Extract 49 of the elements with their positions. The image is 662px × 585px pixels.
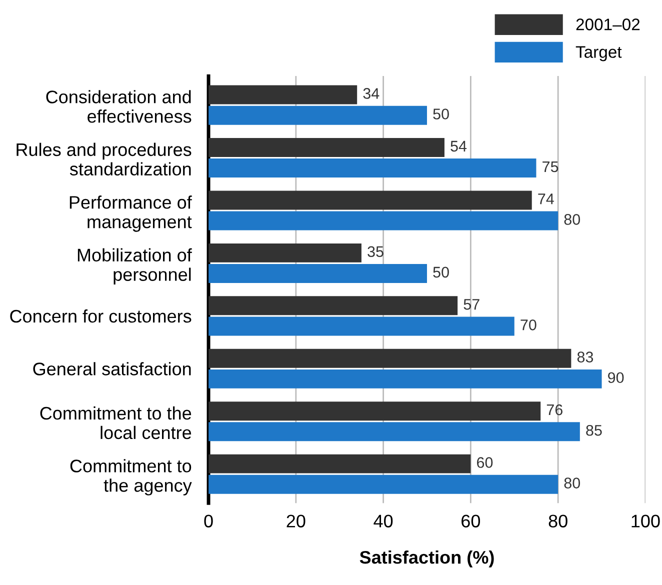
bar — [208, 369, 602, 388]
x-tick-label: 40 — [374, 514, 393, 528]
bar — [208, 422, 580, 442]
bar — [208, 316, 514, 336]
legend-label: Target — [576, 46, 622, 62]
y-tick-label: General satisfaction — [33, 362, 191, 376]
data-label: 57 — [464, 299, 480, 310]
bar — [208, 296, 458, 316]
x-tick-label: 80 — [548, 514, 568, 528]
data-label: 85 — [586, 424, 602, 436]
data-label: 70 — [520, 320, 536, 330]
x-tick-label: 0 — [204, 514, 213, 528]
data-label: 80 — [564, 214, 580, 225]
data-label: 35 — [368, 246, 384, 258]
data-label: 80 — [564, 478, 580, 488]
bar — [208, 190, 532, 210]
data-label: 74 — [538, 194, 554, 204]
bar — [208, 211, 558, 230]
bar — [208, 454, 471, 474]
y-tick-label: Mobilization of personnel — [78, 248, 192, 285]
bar — [208, 106, 427, 125]
bar — [208, 85, 358, 104]
bar — [208, 474, 558, 494]
data-label: 60 — [477, 457, 493, 468]
y-tick-label: Performance of management — [70, 196, 192, 232]
data-label: 83 — [577, 352, 594, 362]
y-tick-label: Commitment to the agency — [70, 459, 192, 496]
y-tick-label: Consideration and effectiveness — [46, 90, 192, 123]
x-tick-label: 100 — [632, 514, 660, 528]
bar — [208, 264, 427, 283]
data-label: 76 — [546, 404, 562, 416]
y-tick-label: Rules and procedures standardization — [16, 142, 192, 176]
x-tick-label: 60 — [462, 514, 480, 528]
data-label: 34 — [363, 88, 380, 99]
data-label: 54 — [450, 140, 467, 152]
bar — [208, 402, 541, 421]
legend-label: 2001–02 — [576, 18, 640, 30]
data-label: 50 — [433, 108, 449, 120]
data-label: 75 — [542, 161, 558, 172]
data-label: 90 — [608, 372, 624, 384]
x-tick-label: 20 — [286, 514, 306, 528]
bar — [208, 158, 536, 178]
bar — [208, 138, 444, 157]
y-tick-label: Concern for customers — [10, 309, 192, 323]
bar — [208, 348, 572, 368]
bar — [208, 243, 362, 262]
y-tick-label: Commitment to the local centre — [40, 406, 192, 440]
data-label: 50 — [433, 266, 449, 278]
x-axis-title: Satisfaction (%) — [360, 550, 494, 568]
